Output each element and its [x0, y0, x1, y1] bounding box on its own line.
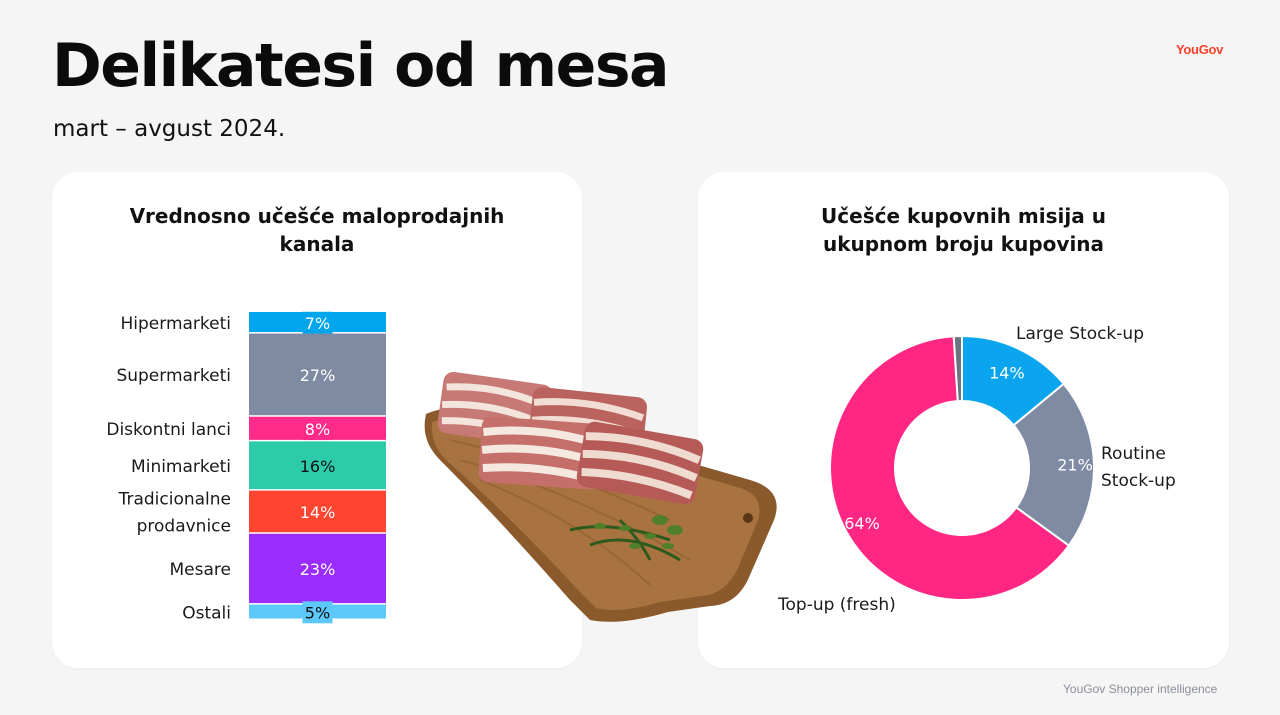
value-label-bg-6: [302, 601, 333, 624]
slice-name-0: Large Stock-up: [1016, 324, 1144, 344]
category-label-5: Mesare: [170, 560, 231, 580]
bar-segment-3: [249, 441, 386, 490]
donut-slice-2: [829, 335, 1071, 601]
page-title: Delikatesi od mesa: [52, 31, 670, 101]
category-label-2: Diskontni lanci: [106, 420, 231, 440]
bar-segment-4: [249, 490, 386, 533]
donut-slice-1: [1012, 382, 1095, 547]
value-label-bg-2: [302, 418, 333, 441]
yougov-logo: YouGov: [1176, 42, 1224, 57]
value-label-bg-0: [302, 311, 333, 334]
category-label-4-line-0: Tradicionalne: [118, 490, 231, 510]
source-footer: YouGov Shopper intelligence: [1063, 682, 1218, 696]
slice-value-label-1: 21%: [1057, 456, 1093, 475]
mission-chart-title: Učešće kupovnih misija u ukupnom broju k…: [821, 204, 1106, 256]
slice-name-1-line-0: Routine: [1101, 444, 1166, 464]
value-label-6: 5%: [305, 603, 330, 622]
slice-name-2: Top-up (fresh): [777, 595, 896, 615]
value-label-5: 23%: [300, 560, 336, 579]
category-label-0: Hipermarketi: [121, 314, 232, 334]
mission-donut-chart: 14% 21% 64% Large Stock-up Routine Stock-up To…: [777, 324, 1176, 615]
slice-name-1-line-1: Stock-up: [1101, 471, 1176, 491]
value-label-1: 27%: [300, 366, 336, 385]
bacon-on-board-image: [424, 371, 777, 622]
channel-stacked-bar-chart: 7% Hipermarketi 27% Supermarketi 8% Diskontni…: [106, 311, 386, 624]
category-label-1: Supermarketi: [116, 366, 231, 386]
value-label-2: 8%: [305, 420, 330, 439]
category-label-4-line-1: prodavnice: [137, 517, 231, 537]
bar-segment-5: [249, 533, 386, 604]
page-subtitle: mart – avgust 2024.: [53, 116, 286, 142]
value-label-4: 14%: [300, 503, 336, 522]
bar-segment-1: [249, 333, 386, 416]
category-label-6: Ostali: [182, 603, 231, 623]
value-label-0: 7%: [305, 314, 330, 333]
donut-slice-3: [952, 334, 963, 403]
channel-chart-title: Vrednosno učešće maloprodajnih kanala: [129, 204, 505, 256]
slice-value-label-2: 64%: [844, 514, 880, 533]
slice-value-label-0: 14%: [989, 364, 1025, 383]
value-label-3: 16%: [300, 457, 336, 476]
category-label-3: Minimarketi: [131, 457, 231, 477]
shopping-mission-card: Učešće kupovnih misija u ukupnom broju k…: [698, 172, 1229, 668]
